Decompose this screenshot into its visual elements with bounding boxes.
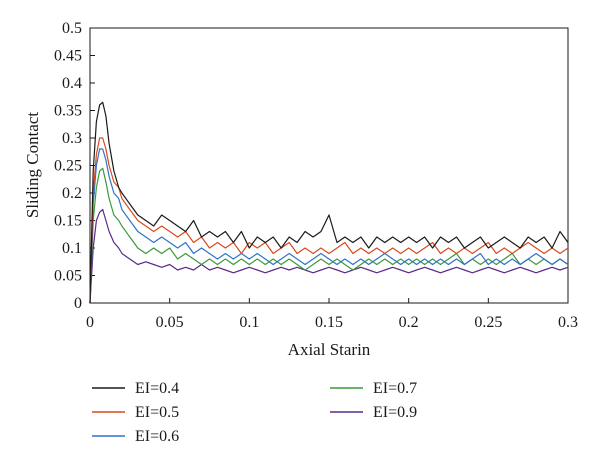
x-tick-label: 0.2 [399,314,419,331]
legend: EI=0.4 EI=0.5 EI=0.6 EI=0.7 EI=0.9 [92,380,417,445]
x-tick-label: 0.1 [239,314,259,331]
y-tick-label: 0.35 [54,103,82,120]
x-tick-label: 0.25 [474,314,502,331]
series-line-EI-0-5 [89,137,569,304]
series-line-EI-0-7 [89,167,569,304]
x-tick-label: 0.15 [315,314,343,331]
y-tick-label: 0 [74,295,82,312]
x-axis-ticks: 0 0.05 0.1 0.15 0.2 0.25 0.3 [86,298,578,331]
y-tick-label: 0.2 [62,185,82,202]
x-tick-label: 0.05 [156,314,184,331]
y-tick-label: 0.05 [54,268,82,285]
y-tick-label: 0.25 [54,158,82,175]
legend-label: EI=0.5 [135,404,179,421]
y-axis-title: Sliding Contact [23,112,42,219]
series-line-EI-0-6 [89,148,569,304]
x-axis-title: Axial Starin [288,340,371,359]
y-tick-label: 0.45 [54,48,82,65]
legend-label: EI=0.4 [135,380,179,397]
y-tick-label: 0.1 [62,240,82,257]
series-lines [89,101,569,304]
y-axis-ticks: 0 0.05 0.1 0.15 0.2 0.25 0.3 0.35 0.4 0.45 0.5 [54,20,95,312]
plot-area-frame [89,27,569,304]
y-tick-label: 0.3 [62,130,82,147]
series-line-EI-0-9 [89,208,569,304]
legend-label: EI=0.6 [135,428,179,445]
y-tick-label: 0.15 [54,213,82,230]
y-tick-label: 0.4 [62,75,82,92]
x-tick-label: 0 [86,314,94,331]
x-tick-label: 0.3 [558,314,578,331]
legend-label: EI=0.7 [373,380,417,397]
y-tick-label: 0.5 [62,20,82,37]
legend-label: EI=0.9 [373,404,417,421]
series-line-EI-0-4 [89,101,569,304]
